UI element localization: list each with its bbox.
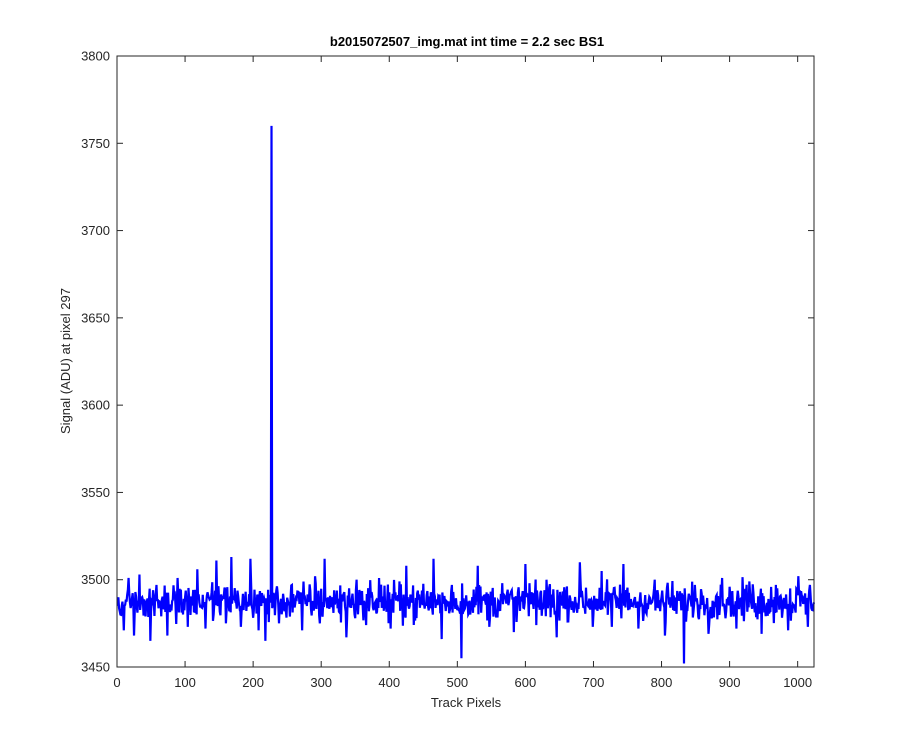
x-tick-label: 900 [719,675,741,690]
y-tick-label: 3600 [81,398,110,413]
x-axis-label: Track Pixels [431,695,502,710]
x-tick-label: 200 [242,675,264,690]
y-tick-label: 3500 [81,572,110,587]
x-tick-label: 0 [113,675,120,690]
x-tick-label: 800 [651,675,673,690]
chart-title: b2015072507_img.mat int time = 2.2 sec B… [330,34,604,49]
x-tick-label: 500 [446,675,468,690]
y-tick-label: 3450 [81,660,110,675]
plot-area [117,56,814,667]
y-tick-label: 3750 [81,136,110,151]
series-line-group [116,125,816,664]
y-axis-ticks: 3450 3500 3550 3600 3650 3700 3750 3800 [81,49,814,675]
y-tick-label: 3700 [81,223,110,238]
y-tick-label: 3550 [81,485,110,500]
x-tick-label: 100 [174,675,196,690]
x-tick-label: 1000 [783,675,812,690]
x-axis-ticks: 0 100 200 300 400 500 600 700 800 900 1000 [113,56,812,690]
x-tick-label: 300 [310,675,332,690]
x-tick-label: 600 [515,675,537,690]
y-tick-label: 3650 [81,310,110,325]
series-line [116,125,816,664]
y-axis-label: Signal (ADU) at pixel 297 [58,288,73,434]
axes-box [116,55,815,668]
x-tick-label: 700 [583,675,605,690]
x-tick-label: 400 [378,675,400,690]
y-tick-label: 3800 [81,49,110,64]
